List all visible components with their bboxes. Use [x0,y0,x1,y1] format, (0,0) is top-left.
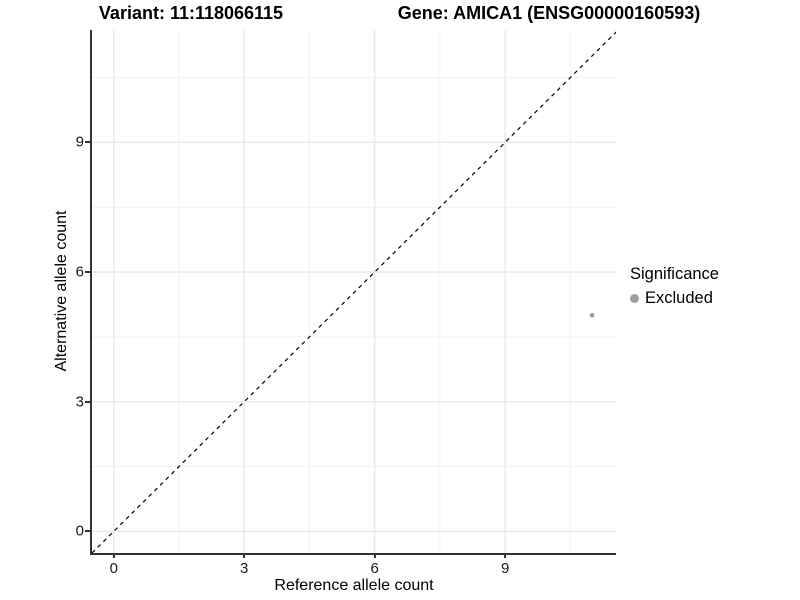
y-tick-label: 6 [75,263,84,281]
x-tick-label: 3 [240,560,249,577]
x-tick-mark [112,553,115,558]
legend-item-label: Excluded [645,289,713,307]
x-tick-mark [243,553,246,558]
y-tick-label: 3 [75,393,84,411]
legend-title: Significance [630,265,719,283]
y-tick-mark [85,530,90,533]
y-tick-mark [85,271,90,274]
x-tick-label: 9 [500,560,510,577]
plot-canvas [92,30,616,553]
x-tick-label: 6 [370,560,379,577]
x-tick-label: 0 [109,560,118,577]
gene-title: Gene: AMICA1 (ENSG00000160593) [397,3,701,23]
legend-point-icon [630,294,639,303]
y-axis-label: Alternative allele count [53,210,70,372]
data-point [589,312,595,318]
x-axis-label: Reference allele count [274,577,434,594]
x-tick-mark [504,553,507,558]
x-tick-mark [373,553,376,558]
plot-panel [90,30,616,555]
y-tick-label: 0 [75,522,84,540]
y-tick-label: 9 [75,133,84,151]
variant-title: Variant: 11:118066115 [98,3,284,23]
legend: Significance Excluded [630,265,719,308]
y-tick-mark [85,400,90,403]
y-tick-mark [85,141,90,144]
identity-line [92,31,616,553]
legend-item-excluded: Excluded [630,289,719,308]
